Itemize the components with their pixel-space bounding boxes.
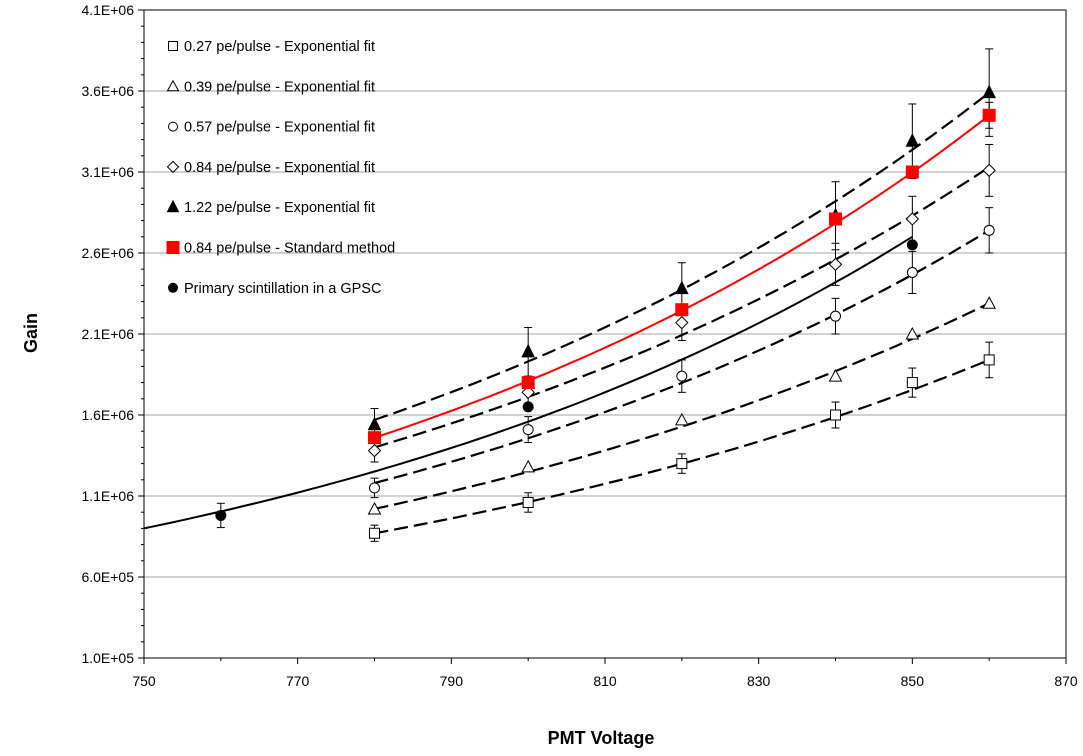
gridlines bbox=[144, 90, 1066, 578]
triangle-filled-marker bbox=[905, 133, 920, 147]
y-tick-label: 3.6E+06 bbox=[81, 83, 134, 99]
legend-label: Primary scintillation in a GPSC bbox=[184, 281, 381, 297]
legend-label: 0.57 pe/pulse - Exponential fit bbox=[184, 120, 375, 136]
circle-open-marker bbox=[522, 424, 534, 436]
square-filled-marker bbox=[166, 241, 180, 254]
triangle-open-marker bbox=[521, 459, 536, 473]
legend: 0.27 pe/pulse - Exponential fit 0.39 pe/p… bbox=[166, 39, 395, 297]
legend-item: 1.22 pe/pulse - Exponential fit bbox=[166, 199, 375, 216]
x-tick-label: 870 bbox=[1054, 673, 1078, 689]
triangle-filled-marker bbox=[982, 84, 996, 99]
triangle-filled-marker bbox=[675, 280, 689, 295]
square-open-marker bbox=[983, 354, 995, 366]
circle-open-marker bbox=[830, 310, 841, 322]
legend-item: 0.39 pe/pulse - Exponential fit bbox=[166, 79, 375, 95]
circle-open-marker bbox=[906, 266, 918, 278]
x-tick-label: 810 bbox=[593, 673, 617, 689]
square-open-marker bbox=[168, 41, 178, 51]
circle-filled-marker bbox=[215, 509, 227, 521]
data-markers bbox=[215, 84, 997, 539]
fit-curve bbox=[374, 358, 990, 535]
circle-open-marker bbox=[983, 224, 995, 236]
x-axis-title: PMT Voltage bbox=[548, 728, 655, 748]
triangle-filled-marker bbox=[166, 199, 180, 213]
triangle-open-marker bbox=[674, 412, 689, 426]
triangle-open-marker bbox=[166, 79, 180, 92]
axis-ticks bbox=[138, 9, 1067, 664]
square-filled-marker bbox=[521, 376, 535, 390]
y-tick-label: 1.1E+06 bbox=[81, 488, 134, 504]
diamond-open-marker bbox=[982, 163, 996, 178]
circle-open-marker bbox=[676, 370, 688, 382]
legend-item: 0.84 pe/pulse - Standard method bbox=[166, 241, 395, 257]
triangle-open-marker bbox=[905, 326, 920, 340]
legend-item: 0.27 pe/pulse - Exponential fit bbox=[168, 39, 375, 55]
diamond-open-marker bbox=[675, 315, 689, 330]
square-open-marker bbox=[830, 409, 841, 421]
square-open-marker bbox=[906, 377, 918, 389]
square-filled-marker bbox=[982, 108, 996, 122]
square-filled-marker bbox=[368, 431, 381, 445]
diamond-open-marker bbox=[905, 212, 920, 226]
circle-filled-marker bbox=[522, 401, 534, 413]
diamond-open-marker bbox=[828, 257, 843, 272]
triangle-open-marker bbox=[367, 501, 382, 515]
circle-filled-marker bbox=[168, 282, 178, 293]
square-open-marker bbox=[676, 458, 688, 470]
triangle-open-marker bbox=[982, 296, 997, 309]
legend-item: 0.84 pe/pulse - Exponential fit bbox=[166, 160, 375, 176]
y-tick-labels: 1.0E+05 6.0E+05 1.1E+06 1.6E+06 2.1E+06 2.6E+… bbox=[81, 2, 134, 666]
y-tick-label: 2.6E+06 bbox=[81, 245, 134, 261]
y-tick-label: 1.6E+06 bbox=[81, 407, 134, 423]
legend-label: 0.84 pe/pulse - Exponential fit bbox=[184, 160, 375, 176]
triangle-filled-marker bbox=[367, 416, 382, 431]
y-tick-label: 1.0E+05 bbox=[81, 650, 134, 666]
fit-curve bbox=[374, 302, 990, 511]
y-tick-label: 4.1E+06 bbox=[81, 2, 134, 18]
triangle-filled-marker bbox=[521, 343, 535, 358]
square-open-marker bbox=[522, 496, 534, 508]
y-axis-title: Gain bbox=[21, 313, 41, 353]
fit-curve bbox=[374, 91, 990, 421]
diamond-open-marker bbox=[521, 385, 535, 400]
x-tick-label: 770 bbox=[286, 673, 310, 689]
square-filled-marker bbox=[905, 165, 919, 179]
circle-open-marker bbox=[369, 482, 380, 494]
x-tick-labels: 750 770 790 810 830 850 870 bbox=[132, 673, 1078, 689]
x-tick-label: 790 bbox=[440, 673, 464, 689]
circle-open-marker bbox=[168, 121, 178, 132]
x-tick-label: 850 bbox=[901, 673, 925, 689]
y-tick-label: 3.1E+06 bbox=[81, 164, 134, 180]
square-filled-marker bbox=[829, 212, 842, 226]
legend-item: Primary scintillation in a GPSC bbox=[168, 281, 381, 297]
diamond-open-marker bbox=[367, 443, 382, 458]
fit-curves bbox=[143, 91, 990, 535]
triangle-open-marker bbox=[828, 369, 843, 382]
legend-label: 0.27 pe/pulse - Exponential fit bbox=[184, 39, 375, 55]
legend-label: 0.84 pe/pulse - Standard method bbox=[184, 241, 395, 257]
y-tick-label: 6.0E+05 bbox=[81, 569, 134, 585]
square-open-marker bbox=[369, 527, 380, 539]
y-tick-label: 2.1E+06 bbox=[81, 326, 134, 342]
legend-label: 1.22 pe/pulse - Exponential fit bbox=[184, 200, 375, 216]
legend-item: 0.57 pe/pulse - Exponential fit bbox=[168, 120, 375, 136]
square-filled-marker bbox=[675, 303, 689, 317]
x-tick-label: 830 bbox=[747, 673, 771, 689]
x-tick-label: 750 bbox=[132, 673, 156, 689]
diamond-open-marker bbox=[166, 160, 180, 174]
circle-filled-marker bbox=[906, 239, 918, 251]
legend-label: 0.39 pe/pulse - Exponential fit bbox=[184, 79, 375, 95]
